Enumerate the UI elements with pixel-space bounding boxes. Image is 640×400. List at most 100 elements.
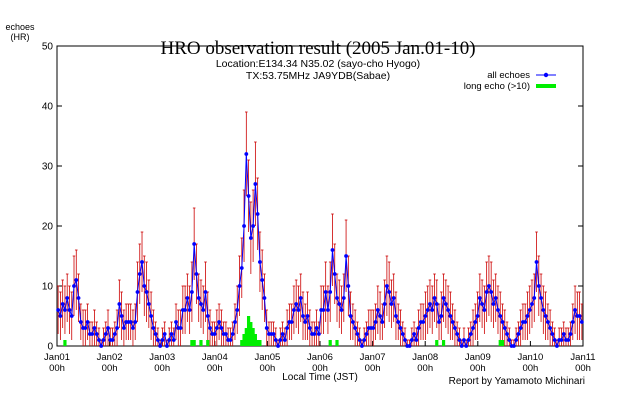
all-echoes-point [335, 296, 339, 300]
all-echoes-point [491, 302, 496, 306]
y-tick-label: 50 [42, 42, 54, 53]
all-echoes-point [403, 338, 407, 342]
all-echoes-point [101, 338, 106, 342]
all-echoes-point [158, 344, 163, 348]
all-echoes-point [355, 332, 360, 336]
x-tick-label-hour: 00h [417, 363, 433, 374]
all-echoes-point [153, 332, 158, 336]
all-echoes-point [484, 290, 489, 294]
all-echoes-point [208, 326, 212, 330]
long-echo-bar [249, 322, 253, 346]
all-echoes-point [536, 284, 541, 288]
chart-title: HRO observation result (2005 Jan.01-10) [160, 38, 475, 59]
all-echoes-point [326, 308, 330, 312]
long-echo-bar [500, 340, 505, 346]
all-echoes-point [253, 182, 258, 186]
all-echoes-point [146, 302, 151, 306]
all-echoes-point [518, 326, 523, 330]
all-echoes-point [99, 344, 104, 348]
all-echoes-point [276, 344, 280, 348]
long-echo-bar [199, 340, 203, 346]
all-echoes-point [471, 326, 475, 330]
all-echoes-point [83, 326, 88, 330]
all-echoes-point [487, 284, 491, 288]
all-echoes-point [561, 332, 566, 336]
all-echoes-point [262, 296, 267, 300]
all-echoes-point [543, 314, 548, 318]
all-echoes-point [432, 296, 437, 300]
all-echoes-point [76, 296, 81, 300]
all-echoes-point [464, 344, 469, 348]
y-tick-label: 0 [47, 342, 53, 353]
all-echoes-point [348, 314, 353, 318]
all-echoes-point [477, 296, 482, 300]
all-echoes-point [573, 308, 577, 312]
long-echo-bar [246, 316, 251, 346]
x-tick-label-hour: 00h [575, 363, 591, 374]
all-echoes-point [337, 302, 342, 306]
all-echoes-point [539, 296, 543, 300]
all-echoes-point [428, 302, 432, 306]
long-echo-bar [256, 340, 260, 346]
all-echoes-point [149, 314, 153, 318]
all-echoes-point [514, 338, 519, 342]
all-echoes-point [133, 320, 138, 324]
y-tick-label: 10 [42, 282, 54, 293]
x-tick-label-day: Jan10 [517, 352, 543, 363]
x-tick-label-day: Jan08 [412, 352, 438, 363]
all-echoes-point [414, 338, 419, 342]
all-echoes-point [423, 314, 428, 318]
y-axis-label-line1: echoes [5, 22, 35, 32]
all-echoes-point [142, 284, 147, 288]
long-echo-bar [498, 340, 502, 346]
all-echoes-point [323, 290, 328, 294]
all-echoes-point [412, 332, 416, 336]
all-echoes-point [219, 326, 224, 330]
all-echoes-point [255, 212, 260, 216]
all-echoes-point [566, 338, 571, 342]
all-echoes-point [448, 314, 453, 318]
all-echoes-point [282, 338, 287, 342]
x-tick-label-day: Jan01 [44, 352, 70, 363]
all-echoes-point [394, 314, 398, 318]
all-echoes-point [137, 272, 142, 276]
all-echoes-point [437, 320, 441, 324]
all-echoes-point [244, 152, 249, 156]
x-tick-label-day: Jan07 [360, 352, 386, 363]
legend: all echoes long echo (>10) [464, 70, 556, 92]
x-tick-label-day: Jan05 [254, 352, 280, 363]
long-echo-bar [206, 340, 210, 346]
all-echoes-point [328, 290, 333, 294]
all-echoes-point [106, 326, 110, 330]
all-echoes-point [65, 296, 70, 300]
legend-swatch-long-echo [536, 84, 556, 88]
x-tick-label-hour: 00h [259, 363, 275, 374]
all-echoes-point [294, 302, 299, 306]
all-echoes-point [500, 320, 505, 324]
all-echoes-point [550, 332, 555, 336]
x-tick-label-day: Jan06 [307, 352, 333, 363]
all-echoes-point [523, 320, 528, 324]
all-echoes-point [364, 332, 369, 336]
x-tick-label-day: Jan04 [202, 352, 228, 363]
all-echoes-point [56, 308, 61, 312]
long-echo-bar [258, 340, 262, 346]
all-echoes-point [357, 338, 362, 342]
long-echo-bar [435, 340, 439, 346]
all-echoes-point [389, 302, 394, 306]
x-tick-label-hour: 00h [470, 363, 486, 374]
all-echoes-line [57, 153, 583, 348]
all-echoes-point [391, 296, 396, 300]
all-echoes-point [570, 320, 575, 324]
all-echoes-point [552, 338, 557, 342]
all-echoes-point [493, 296, 498, 300]
all-echoes-point [251, 224, 256, 228]
all-echoes-point [430, 308, 435, 312]
all-echoes-point [237, 284, 242, 288]
all-echoes-point [119, 314, 124, 318]
all-echoes-point [568, 332, 573, 336]
all-echoes-point [72, 284, 76, 288]
all-echoes-point [489, 290, 494, 294]
long-echo-bar [244, 328, 248, 346]
all-echoes-point [217, 320, 222, 324]
